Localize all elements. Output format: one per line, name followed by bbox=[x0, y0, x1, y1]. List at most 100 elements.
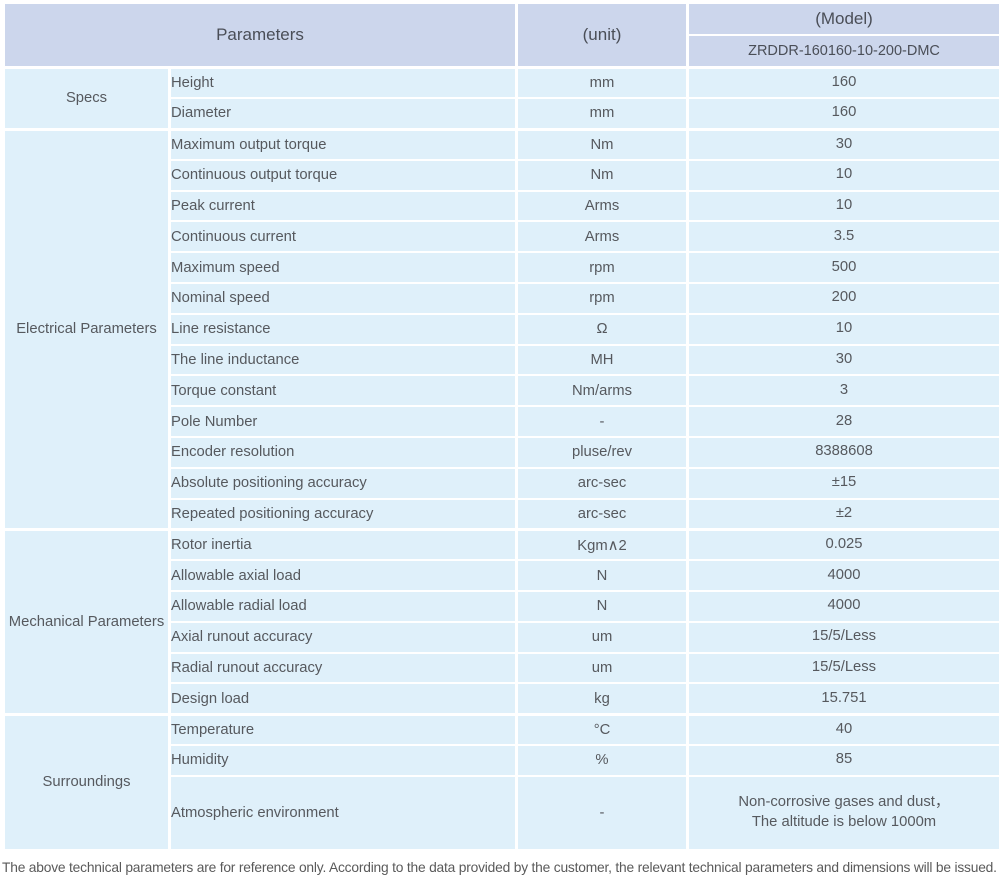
table-row: Atmospheric environment - Non-corrosive … bbox=[4, 774, 999, 851]
param-name-cell: Continuous current bbox=[168, 220, 518, 254]
param-name-cell: Atmospheric environment bbox=[168, 774, 518, 851]
unit-cell: % bbox=[515, 744, 689, 777]
value-cell: 40 bbox=[686, 712, 999, 747]
table-row: Peak current Arms 10 bbox=[4, 189, 999, 223]
param-name-cell: Temperature bbox=[168, 712, 518, 747]
table-row: Specs Height mm 160 bbox=[2, 66, 999, 131]
unit-cell: arc-sec bbox=[515, 466, 689, 500]
param-name-cell: Repeated positioning accuracy bbox=[168, 497, 518, 531]
unit-cell: N bbox=[515, 559, 689, 593]
unit-cell: °C bbox=[515, 712, 689, 747]
unit-cell: Nm/arms bbox=[515, 374, 689, 408]
value-cell: 15.751 bbox=[686, 682, 999, 716]
param-name-cell: Allowable radial load bbox=[168, 590, 518, 623]
param-name-cell: Peak current bbox=[168, 189, 518, 223]
footnote-text: The above technical parameters are for r… bbox=[2, 859, 997, 875]
value-cell: 0.025 bbox=[686, 527, 999, 562]
value-cell: 8388608 bbox=[686, 436, 999, 469]
value-cell: 85 bbox=[686, 744, 999, 777]
section-label-mechanical: Mechanical Parameters bbox=[2, 527, 171, 716]
unit-cell: - bbox=[515, 774, 689, 851]
value-cell: 10 bbox=[686, 189, 999, 223]
value-cell: Non-corrosive gases and dust， The altitu… bbox=[686, 774, 999, 851]
param-name-cell: Continuous output torque bbox=[168, 158, 518, 192]
table-row: Repeated positioning accuracy arc-sec ±2 bbox=[4, 497, 999, 531]
unit-cell: - bbox=[515, 405, 689, 439]
param-name-cell: Maximum speed bbox=[168, 251, 518, 285]
param-name-cell: Absolute positioning accuracy bbox=[168, 466, 518, 500]
param-name-cell: Maximum output torque bbox=[168, 127, 518, 161]
table-row: Diameter mm 160 bbox=[4, 97, 999, 131]
table-header: Parameters (unit) (Model) ZRDDR-160160-1… bbox=[2, 2, 999, 69]
value-cell: 4000 bbox=[686, 590, 999, 623]
value-cell: 10 bbox=[686, 158, 999, 192]
value-cell: 3 bbox=[686, 374, 999, 408]
param-name-cell: Height bbox=[168, 66, 518, 100]
unit-cell: Ω bbox=[515, 312, 689, 346]
unit-cell: um bbox=[515, 620, 689, 654]
value-cell: 30 bbox=[686, 343, 999, 377]
unit-cell: Nm bbox=[515, 127, 689, 161]
table-row: Continuous current Arms 3.5 bbox=[4, 220, 999, 254]
table-row: Line resistance Ω 10 bbox=[4, 312, 999, 346]
parameters-table: Parameters (unit) (Model) ZRDDR-160160-1… bbox=[2, 2, 999, 851]
value-cell: 15/5/Less bbox=[686, 651, 999, 685]
unit-cell: arc-sec bbox=[515, 497, 689, 531]
value-cell: 3.5 bbox=[686, 220, 999, 254]
value-cell: 200 bbox=[686, 282, 999, 315]
value-cell: 30 bbox=[686, 127, 999, 161]
param-name-cell: Pole Number bbox=[168, 405, 518, 439]
table-row: Design load kg 15.751 bbox=[4, 682, 999, 716]
param-name-cell: Design load bbox=[168, 682, 518, 716]
table-row: Encoder resolution pluse/rev 8388608 bbox=[4, 436, 999, 469]
section-label-specs: Specs bbox=[2, 66, 171, 131]
value-cell: 10 bbox=[686, 312, 999, 346]
unit-cell: mm bbox=[515, 66, 689, 100]
table-row: Absolute positioning accuracy arc-sec ±1… bbox=[4, 466, 999, 500]
table-row: Maximum speed rpm 500 bbox=[4, 251, 999, 285]
header-unit: (unit) bbox=[515, 2, 689, 69]
section-label-surroundings: Surroundings bbox=[2, 712, 171, 851]
param-name-cell: Torque constant bbox=[168, 374, 518, 408]
header-model: (Model) bbox=[686, 2, 999, 36]
header-model-number: ZRDDR-160160-10-200-DMC bbox=[686, 34, 999, 69]
value-cell: ±2 bbox=[686, 497, 999, 531]
value-cell: 4000 bbox=[686, 559, 999, 593]
table-row: Mechanical Parameters Rotor inertia Kgm∧… bbox=[2, 527, 999, 716]
value-cell: 160 bbox=[686, 97, 999, 131]
table-row: Nominal speed rpm 200 bbox=[4, 282, 999, 315]
unit-cell: Kgm∧2 bbox=[515, 527, 689, 562]
param-name-cell: Encoder resolution bbox=[168, 436, 518, 469]
header-parameters: Parameters bbox=[2, 2, 518, 69]
unit-cell: kg bbox=[515, 682, 689, 716]
unit-cell: um bbox=[515, 651, 689, 685]
table-row: Continuous output torque Nm 10 bbox=[4, 158, 999, 192]
param-name-cell: Radial runout accuracy bbox=[168, 651, 518, 685]
unit-cell: rpm bbox=[515, 282, 689, 315]
unit-cell: N bbox=[515, 590, 689, 623]
table-row: Humidity % 85 bbox=[4, 744, 999, 777]
param-name-cell: Nominal speed bbox=[168, 282, 518, 315]
section-label-electrical: Electrical Parameters bbox=[2, 127, 171, 531]
param-name-cell: Diameter bbox=[168, 97, 518, 131]
unit-cell: rpm bbox=[515, 251, 689, 285]
table-row: Pole Number - 28 bbox=[4, 405, 999, 439]
table-row: Surroundings Temperature °C 40 bbox=[2, 712, 999, 851]
unit-cell: MH bbox=[515, 343, 689, 377]
table-row: Radial runout accuracy um 15/5/Less bbox=[4, 651, 999, 685]
param-name-cell: The line inductance bbox=[168, 343, 518, 377]
param-name-cell: Line resistance bbox=[168, 312, 518, 346]
unit-cell: Arms bbox=[515, 220, 689, 254]
value-cell: 500 bbox=[686, 251, 999, 285]
value-cell: 160 bbox=[686, 66, 999, 100]
value-cell: ±15 bbox=[686, 466, 999, 500]
unit-cell: pluse/rev bbox=[515, 436, 689, 469]
table-row: Torque constant Nm/arms 3 bbox=[4, 374, 999, 408]
unit-cell: mm bbox=[515, 97, 689, 131]
value-cell: 15/5/Less bbox=[686, 620, 999, 654]
table-row: Allowable axial load N 4000 bbox=[4, 559, 999, 593]
value-cell: 28 bbox=[686, 405, 999, 439]
param-name-cell: Rotor inertia bbox=[168, 527, 518, 562]
param-name-cell: Axial runout accuracy bbox=[168, 620, 518, 654]
table-row: Electrical Parameters Maximum output tor… bbox=[2, 127, 999, 531]
